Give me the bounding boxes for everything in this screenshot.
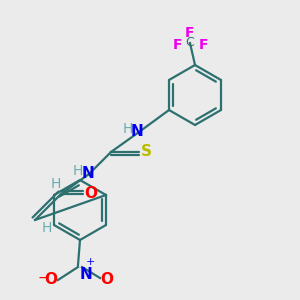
Text: N: N	[130, 124, 143, 140]
Text: S: S	[140, 145, 152, 160]
Text: O: O	[85, 187, 98, 202]
Text: O: O	[100, 272, 113, 287]
Text: F: F	[185, 26, 195, 40]
Text: N: N	[80, 267, 93, 282]
Text: N: N	[82, 167, 94, 182]
Text: H: H	[51, 177, 61, 191]
Text: −: −	[37, 271, 49, 285]
Text: H: H	[42, 221, 52, 235]
Text: H: H	[123, 122, 133, 136]
Text: F: F	[198, 38, 208, 52]
Text: +: +	[85, 257, 95, 267]
Text: C: C	[186, 37, 194, 50]
Text: O: O	[44, 272, 58, 287]
Text: F: F	[172, 38, 182, 52]
Text: H: H	[73, 164, 83, 178]
